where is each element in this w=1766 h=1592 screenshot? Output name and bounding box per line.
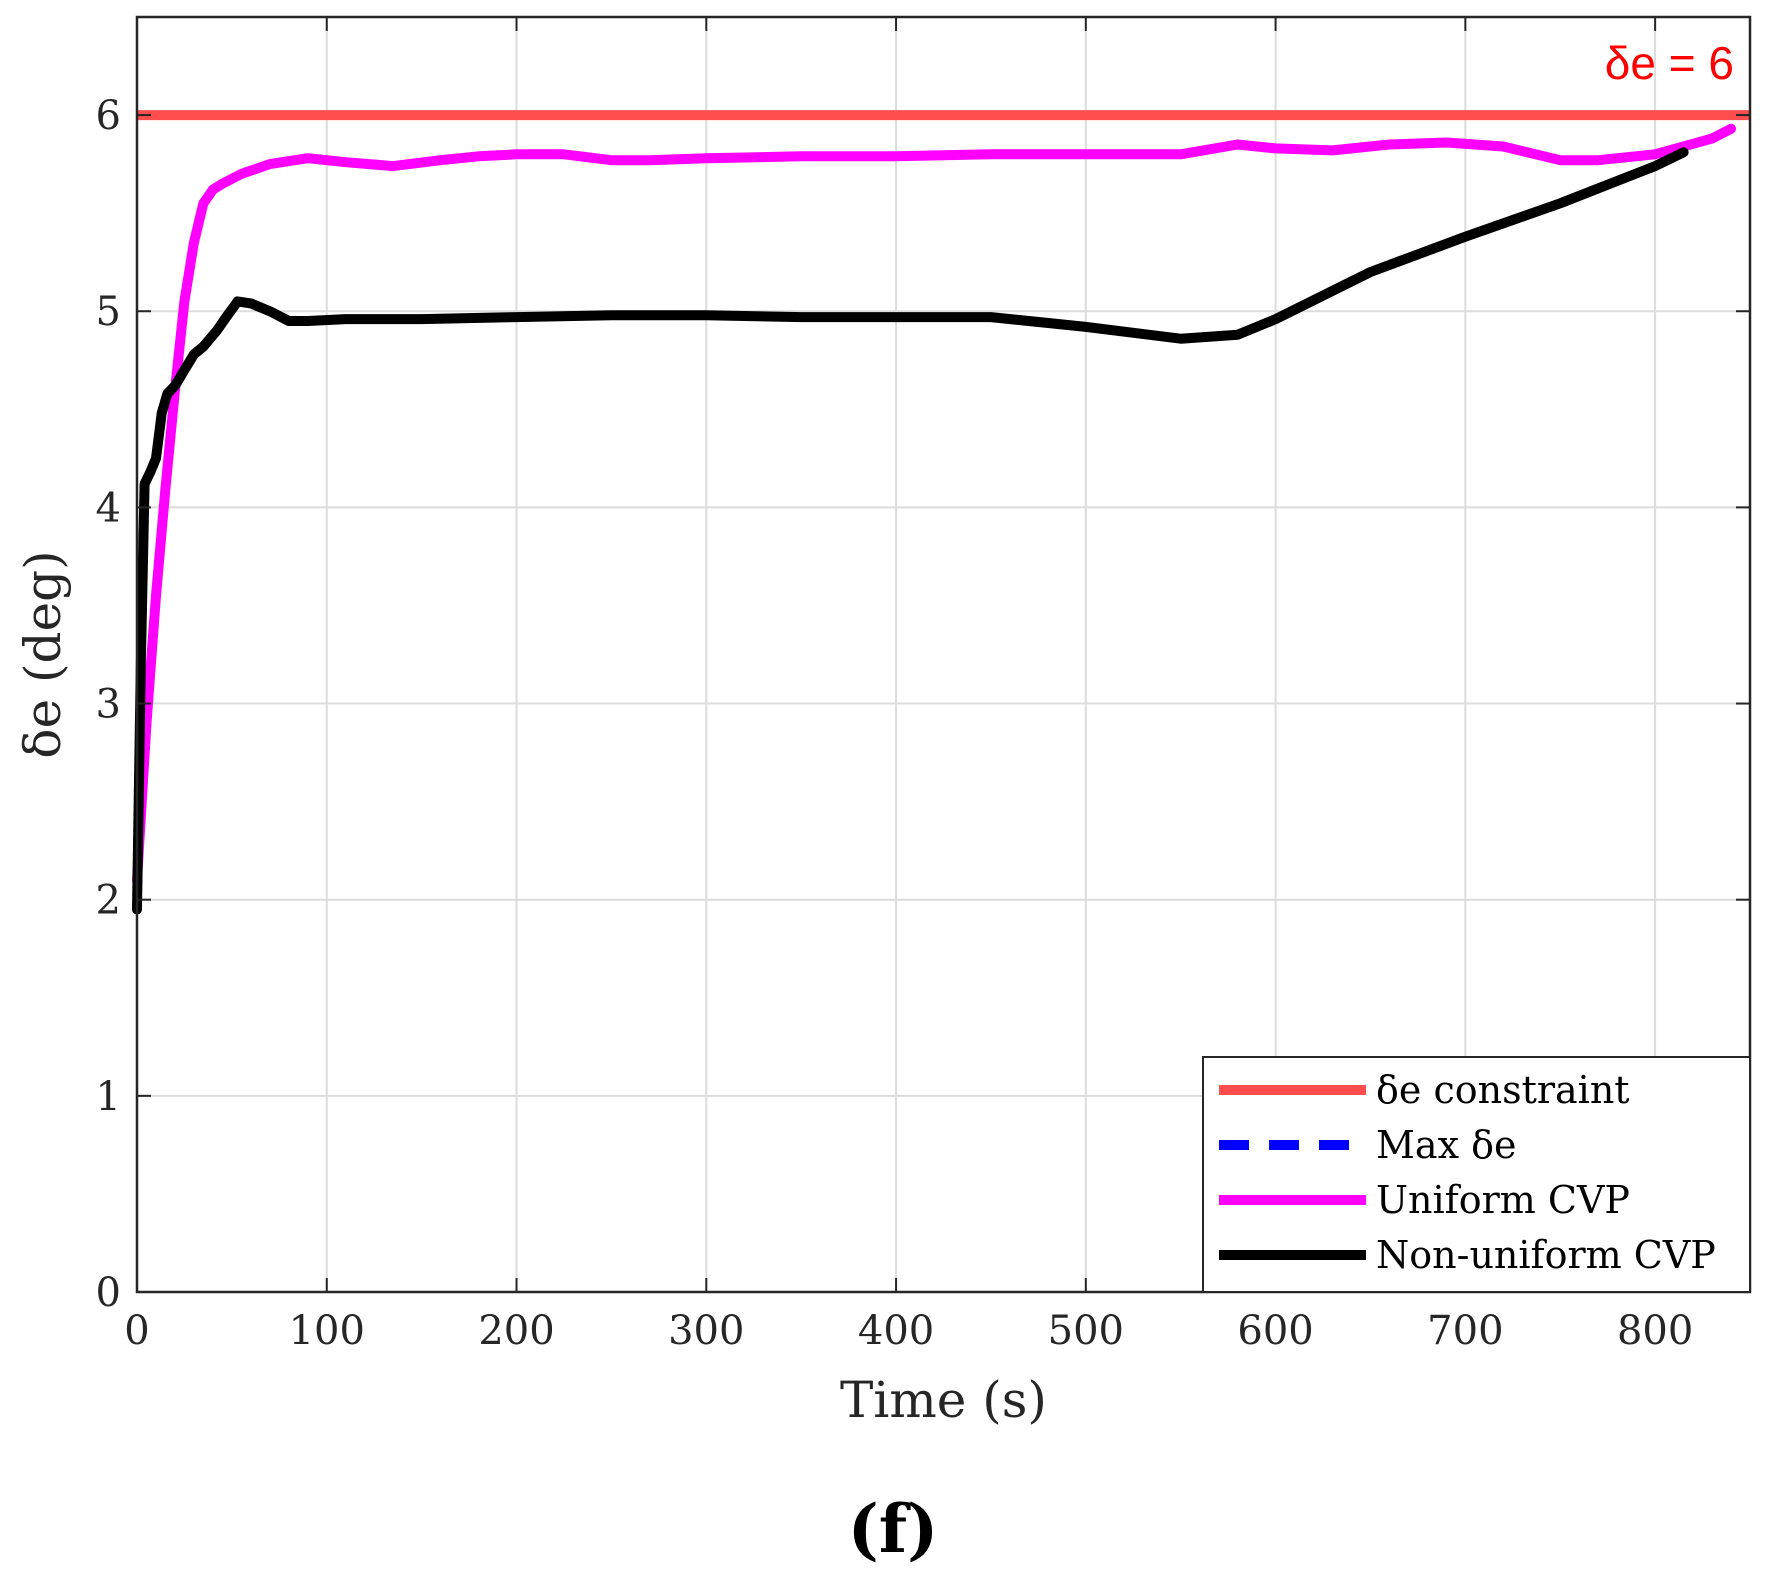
series-line-non-uniform-cvp <box>132 147 1689 915</box>
y-tick-label: 2 <box>96 878 121 924</box>
x-axis-label: Time (s) <box>840 1371 1047 1429</box>
y-tick-label: 5 <box>96 289 121 335</box>
y-tick-label: 1 <box>96 1074 121 1120</box>
y-tick-label: 4 <box>96 485 121 531</box>
ticks: 0 100 200 300 400 500 600 700 800 0 1 2 3 4 5 6 <box>96 17 1750 1354</box>
x-tick-label: 0 <box>124 1308 149 1354</box>
x-tick-label: 600 <box>1237 1308 1313 1354</box>
x-tick-label: 400 <box>858 1308 934 1354</box>
legend-label: Uniform CVP <box>1376 1178 1630 1222</box>
legend-label: Non-uniform CVP <box>1376 1233 1716 1277</box>
y-axis-label: δe (deg) <box>14 550 72 758</box>
y-tick-label: 0 <box>96 1270 121 1316</box>
panel-label: (f) <box>848 1490 939 1568</box>
legend-label: δe constraint <box>1376 1068 1630 1112</box>
x-tick-label: 500 <box>1048 1308 1124 1354</box>
x-tick-label: 200 <box>478 1308 554 1354</box>
x-tick-label: 100 <box>289 1308 365 1354</box>
constraint-annotation: δe = 6 <box>1605 37 1734 89</box>
legend-label: Max δe <box>1376 1123 1516 1167</box>
x-tick-label: 800 <box>1617 1308 1693 1354</box>
y-tick-label: 3 <box>96 682 121 728</box>
series-layer <box>132 110 1750 915</box>
legend: δe constraint Max δe Uniform CVP Non-unifor… <box>1202 1056 1751 1293</box>
x-tick-label: 700 <box>1427 1308 1503 1354</box>
y-tick-label: 6 <box>96 93 121 139</box>
series-line-uniform-cvp <box>132 123 1736 886</box>
x-tick-label: 300 <box>668 1308 744 1354</box>
axes-box <box>135 15 1752 1294</box>
